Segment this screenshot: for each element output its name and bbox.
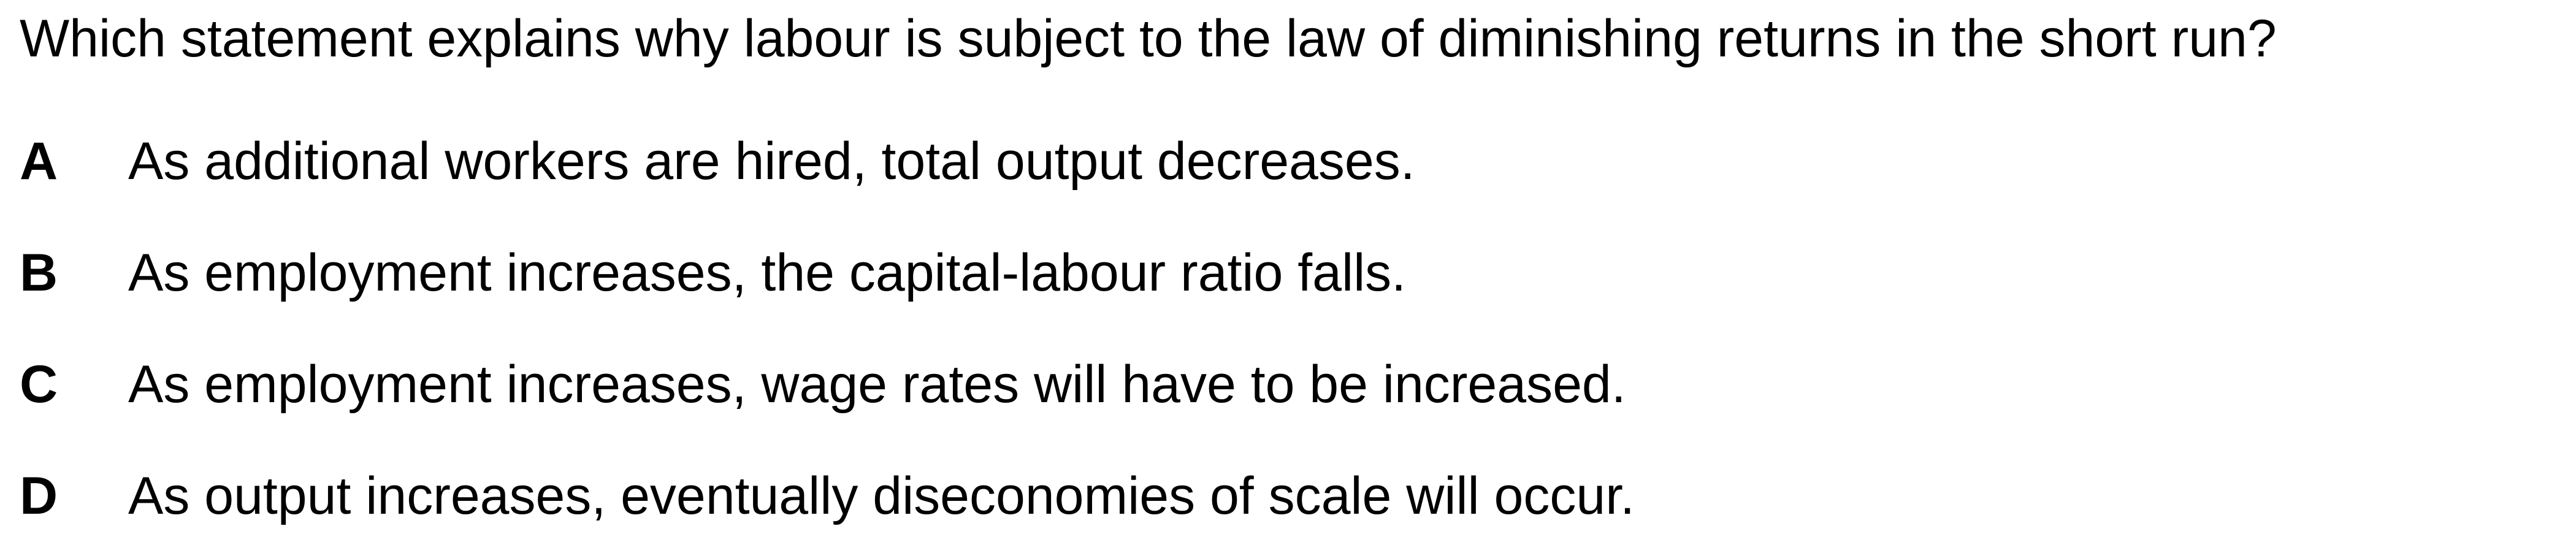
question-text: Which statement explains why labour is s… [20, 9, 2277, 68]
option-letter: C [20, 355, 58, 414]
option-text: As employment increases, wage rates will… [128, 355, 1626, 414]
option-letter: A [20, 132, 58, 191]
option-text: As output increases, eventually disecono… [128, 467, 1635, 525]
option-letter: B [20, 243, 58, 302]
option-letter: D [20, 467, 58, 525]
option-text: As additional workers are hired, total o… [128, 132, 1415, 191]
option-text: As employment increases, the capital-lab… [128, 243, 1407, 302]
